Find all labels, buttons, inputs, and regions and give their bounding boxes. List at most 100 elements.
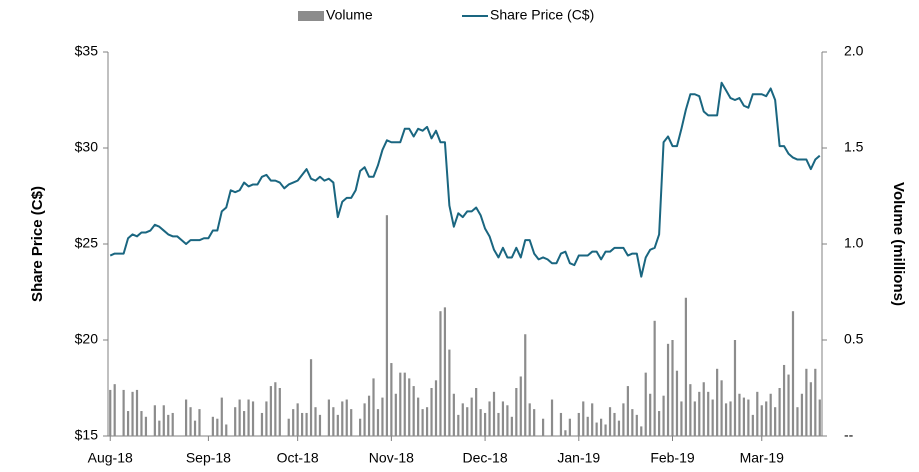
volume-bar xyxy=(510,416,513,436)
volume-bar xyxy=(171,412,174,436)
volume-bar xyxy=(448,349,451,436)
y-tick-label: $25 xyxy=(75,235,99,251)
volume-bar xyxy=(430,388,433,436)
volume-bar xyxy=(287,418,290,436)
volume-bar xyxy=(113,384,116,436)
volume-bar xyxy=(577,412,580,436)
volume-bar xyxy=(774,407,777,436)
volume-bar xyxy=(533,409,536,436)
volume-bar xyxy=(305,412,308,436)
volume-bar xyxy=(318,414,322,436)
volume-bar xyxy=(595,422,598,436)
y-axis-title: Share Price (C$) xyxy=(29,186,46,302)
volume-bar xyxy=(805,368,808,436)
volume-bar xyxy=(591,403,594,436)
volume-bar xyxy=(787,374,790,436)
volume-bar xyxy=(443,307,447,436)
volume-bar xyxy=(515,388,518,436)
volume-bar xyxy=(720,380,723,436)
volume-bar xyxy=(327,399,330,436)
volume-bar xyxy=(376,409,380,436)
volume-bar xyxy=(742,397,746,436)
volume-bar xyxy=(724,403,728,436)
volume-bar xyxy=(689,384,692,436)
x-tick-label: Dec-18 xyxy=(463,450,508,466)
volume-bar xyxy=(144,416,148,436)
volume-bar xyxy=(800,393,804,436)
volume-bar xyxy=(126,411,130,436)
volume-bar xyxy=(626,386,629,436)
volume-bar xyxy=(702,382,705,436)
volume-bar xyxy=(461,403,464,436)
volume-bar xyxy=(394,393,397,436)
volume-bar xyxy=(153,405,156,436)
volume-bar xyxy=(251,401,255,436)
volume-bar xyxy=(309,359,313,436)
volume-bar xyxy=(782,364,786,436)
y2-tick-label: 0.5 xyxy=(844,331,864,347)
volume-bar xyxy=(350,409,353,436)
legend-label: Share Price (C$) xyxy=(490,7,594,23)
legend-swatch xyxy=(298,11,324,21)
y2-tick-label: 2.0 xyxy=(844,43,864,59)
volume-bar xyxy=(756,391,759,436)
volume-bar xyxy=(135,389,139,436)
volume-bar xyxy=(260,412,264,436)
volume-bar xyxy=(417,397,420,436)
y2-tick-label: 1.5 xyxy=(844,139,864,155)
volume-bar xyxy=(716,368,719,436)
volume-bar xyxy=(439,311,442,436)
volume-bar xyxy=(814,368,817,436)
volume-bar xyxy=(385,215,389,436)
x-tick-label: Feb-19 xyxy=(650,450,695,466)
volume-bar xyxy=(658,411,661,436)
volume-bar xyxy=(693,401,696,436)
volume-bar xyxy=(122,389,125,436)
volume-bar xyxy=(211,416,214,436)
y-tick-label: $15 xyxy=(75,427,99,443)
volume-bar xyxy=(292,409,295,436)
volume-bar xyxy=(617,420,621,436)
volume-bar xyxy=(604,424,607,436)
volume-bar xyxy=(675,370,679,436)
y2-tick-label: 1.0 xyxy=(844,235,864,251)
volume-bar xyxy=(608,407,612,436)
volume-bar xyxy=(519,376,522,436)
volume-bar xyxy=(492,391,496,436)
volume-bar xyxy=(497,412,500,436)
volume-bar xyxy=(582,401,585,436)
x-tick-label: Jan-19 xyxy=(557,450,600,466)
volume-bar xyxy=(738,393,741,436)
volume-bar xyxy=(564,430,567,436)
volume-bar xyxy=(666,343,670,436)
volume-bar xyxy=(408,378,411,436)
x-tick-label: Oct-18 xyxy=(277,450,319,466)
volume-bar xyxy=(733,340,737,436)
volume-bar xyxy=(274,382,277,436)
volume-bar xyxy=(336,414,339,436)
y2-axis-title: Volume (millions) xyxy=(890,182,907,306)
volume-bar xyxy=(751,414,754,436)
volume-bar xyxy=(729,401,732,436)
volume-bar xyxy=(600,418,603,436)
volume-bar xyxy=(193,420,197,436)
volume-bar xyxy=(506,405,509,436)
volume-bar xyxy=(314,407,317,436)
volume-bar xyxy=(466,407,469,436)
volume-bar xyxy=(162,405,165,436)
volume-bar xyxy=(345,399,348,436)
y-tick-label: $20 xyxy=(75,331,99,347)
volume-bar xyxy=(649,393,652,436)
volume-bar xyxy=(140,411,143,436)
volume-bar xyxy=(791,311,795,436)
volume-bar xyxy=(568,418,571,436)
x-tick-label: Sep-18 xyxy=(186,450,231,466)
volume-bar xyxy=(381,397,384,436)
volume-bar xyxy=(698,391,701,436)
volume-bar xyxy=(332,407,335,436)
volume-bar xyxy=(760,405,763,436)
volume-bar xyxy=(412,386,415,436)
volume-bar xyxy=(501,401,505,436)
volume-bar xyxy=(359,418,362,436)
volume-bar xyxy=(452,393,455,436)
